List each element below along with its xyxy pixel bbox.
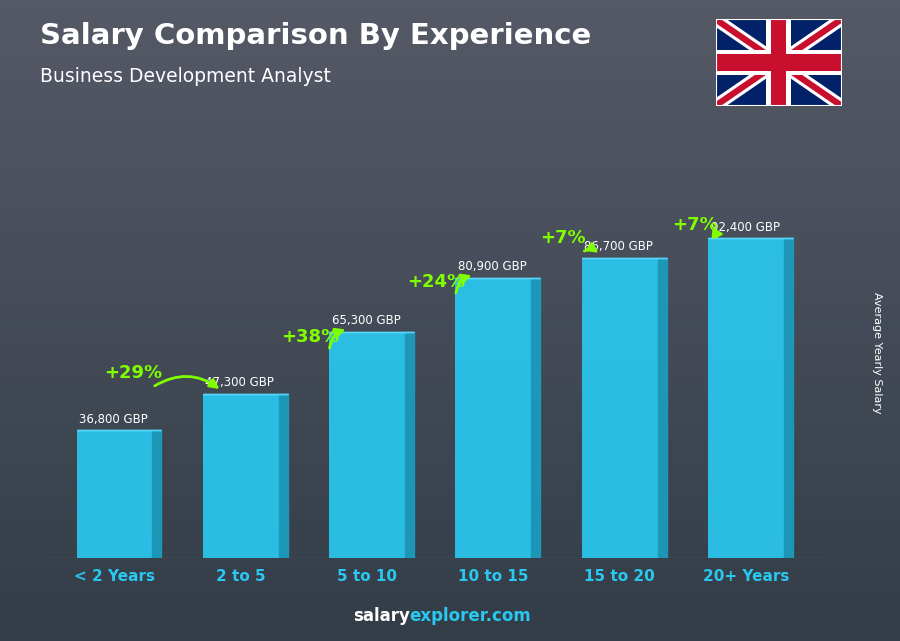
Text: +24%: +24%	[408, 272, 465, 290]
FancyBboxPatch shape	[708, 238, 784, 558]
Text: salary: salary	[353, 607, 410, 625]
FancyBboxPatch shape	[455, 278, 531, 558]
FancyBboxPatch shape	[329, 332, 405, 558]
Text: Business Development Analyst: Business Development Analyst	[40, 67, 331, 87]
Text: 47,300 GBP: 47,300 GBP	[205, 376, 274, 390]
Text: 36,800 GBP: 36,800 GBP	[79, 413, 148, 426]
Bar	[771, 19, 786, 106]
FancyBboxPatch shape	[202, 394, 279, 558]
Text: +38%: +38%	[281, 328, 339, 346]
Text: Average Yearly Salary: Average Yearly Salary	[872, 292, 883, 413]
Text: +29%: +29%	[104, 364, 163, 382]
Text: +7%: +7%	[540, 229, 586, 247]
Text: 65,300 GBP: 65,300 GBP	[332, 314, 400, 328]
Text: 86,700 GBP: 86,700 GBP	[584, 240, 653, 253]
Text: +7%: +7%	[672, 216, 718, 234]
Bar	[766, 19, 791, 106]
Polygon shape	[531, 278, 540, 558]
FancyBboxPatch shape	[76, 431, 152, 558]
Polygon shape	[784, 238, 793, 558]
Polygon shape	[658, 258, 667, 558]
Text: 80,900 GBP: 80,900 GBP	[458, 260, 526, 273]
Bar	[716, 54, 842, 71]
Polygon shape	[405, 332, 414, 558]
Text: 92,400 GBP: 92,400 GBP	[711, 221, 779, 233]
Polygon shape	[279, 394, 288, 558]
Bar	[716, 49, 842, 76]
Polygon shape	[152, 431, 161, 558]
FancyBboxPatch shape	[581, 258, 658, 558]
Text: explorer.com: explorer.com	[410, 607, 531, 625]
Text: Salary Comparison By Experience: Salary Comparison By Experience	[40, 22, 592, 51]
